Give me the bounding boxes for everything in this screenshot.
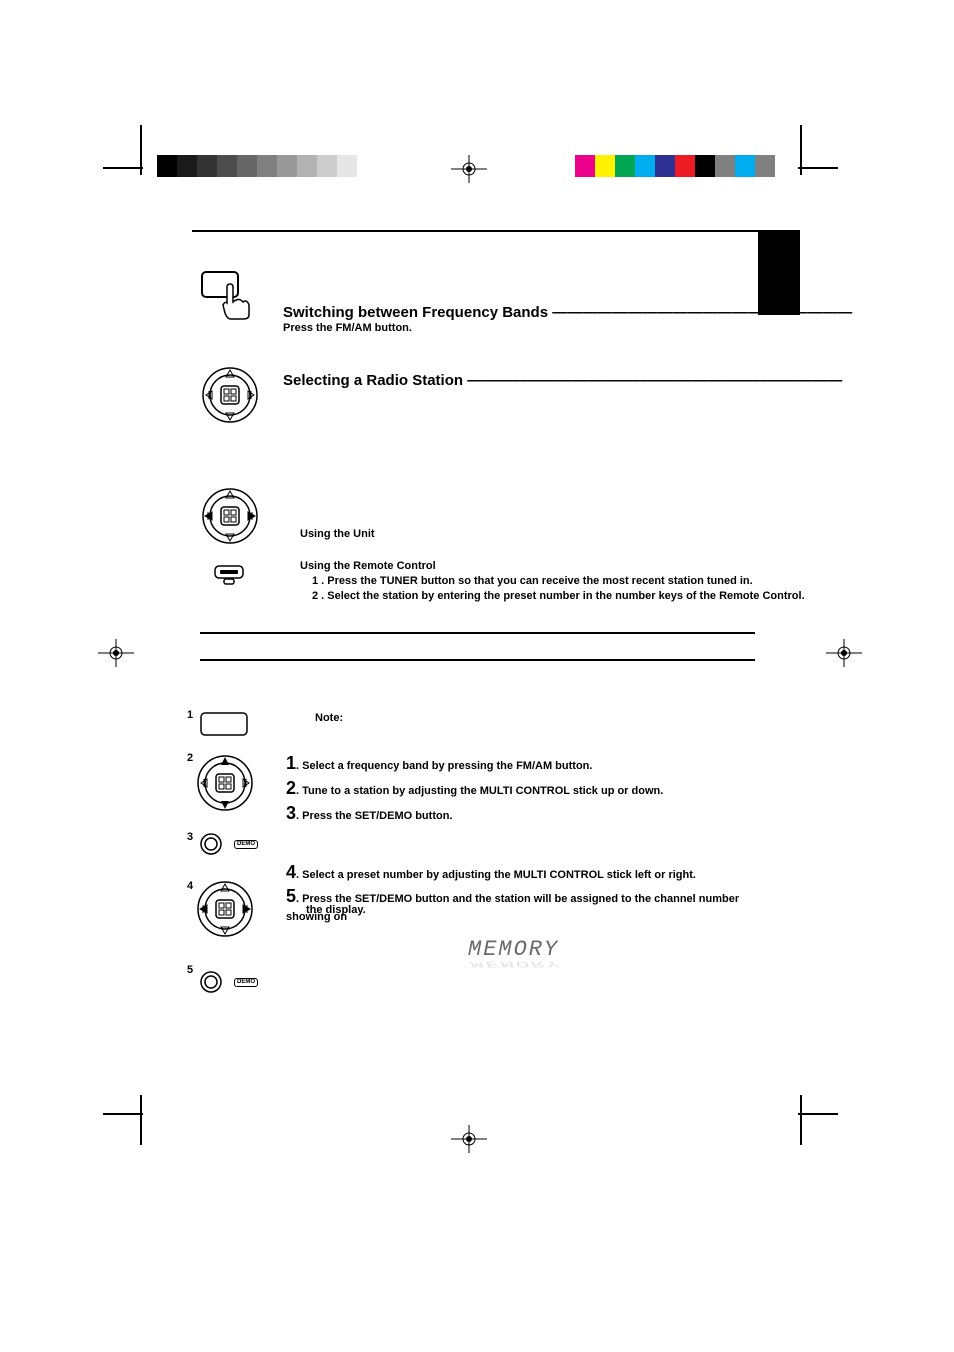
crop-mark xyxy=(800,1095,802,1145)
crop-mark xyxy=(798,1113,838,1115)
page: Switching between Frequency Bands ——————… xyxy=(0,0,954,1352)
step-number: 3 xyxy=(286,803,296,824)
step-number: 5 xyxy=(286,886,296,907)
demo-label: DEMO xyxy=(234,840,258,849)
step-text-continuation: the display. xyxy=(306,904,366,916)
step-item: 2. Tune to a station by adjusting the MU… xyxy=(286,778,663,799)
note-heading: Note: xyxy=(315,712,343,724)
multi-control-dial-icon xyxy=(201,366,259,429)
step-number: 2 xyxy=(286,778,296,799)
set-demo-button-icon: DEMO xyxy=(200,970,260,999)
page-tab xyxy=(758,230,800,315)
step-number-label: 1 xyxy=(187,709,193,721)
multi-control-dial-icon xyxy=(201,487,259,550)
button-press-icon xyxy=(197,267,255,327)
horizontal-rule xyxy=(192,230,758,232)
step-number-label: 4 xyxy=(187,880,193,892)
step-number: 4 xyxy=(286,862,296,883)
step-text: . Select a frequency band by pressing th… xyxy=(296,760,592,772)
heading-line: ———————————————————— xyxy=(548,304,852,321)
crop-mark xyxy=(798,167,838,169)
step-item: 1. Select a frequency band by pressing t… xyxy=(286,753,592,774)
button-icon xyxy=(199,711,249,744)
step-text: . Select a preset number by adjusting th… xyxy=(296,869,696,881)
instruction-text: 1 . Press the TUNER button so that you c… xyxy=(312,575,753,587)
heading-text: Switching between Frequency Bands xyxy=(283,304,548,321)
color-calibration-bar xyxy=(575,155,775,177)
registration-mark-icon xyxy=(826,639,862,672)
lcd-display-reflection: MEMORY xyxy=(470,959,561,969)
gray-calibration-bar xyxy=(157,155,357,177)
heading-line: ————————————————————————— xyxy=(463,372,842,389)
instruction-text: 2 . Select the station by entering the p… xyxy=(312,590,805,602)
section-heading: Switching between Frequency Bands ——————… xyxy=(283,304,852,321)
crop-mark xyxy=(103,1113,143,1115)
set-demo-button-icon: DEMO xyxy=(200,832,260,861)
step-text: . Tune to a station by adjusting the MUL… xyxy=(296,785,663,797)
step-item: 3. Press the SET/DEMO button. xyxy=(286,803,452,824)
crop-mark xyxy=(103,167,143,169)
step-text: . Press the SET/DEMO button. xyxy=(296,810,452,822)
multi-control-dial-icon xyxy=(196,880,254,943)
instruction-text: Press the FM/AM button. xyxy=(283,322,412,334)
heading-text: Selecting a Radio Station xyxy=(283,372,463,389)
registration-mark-icon xyxy=(98,639,134,672)
subsection-heading: Using the Unit xyxy=(300,528,375,540)
step-number: 1 xyxy=(286,753,296,774)
step-number-label: 5 xyxy=(187,964,193,976)
subsection-heading: Using the Remote Control xyxy=(300,560,436,572)
horizontal-rule xyxy=(200,632,755,634)
remote-control-icon xyxy=(214,565,244,590)
registration-mark-icon xyxy=(451,155,487,188)
step-item: 4. Select a preset number by adjusting t… xyxy=(286,862,696,883)
horizontal-rule xyxy=(200,659,755,661)
section-heading: Selecting a Radio Station ——————————————… xyxy=(283,372,842,389)
step-number-label: 2 xyxy=(187,752,193,764)
demo-label: DEMO xyxy=(234,978,258,987)
step-number-label: 3 xyxy=(187,831,193,843)
registration-mark-icon xyxy=(451,1125,487,1158)
crop-mark xyxy=(140,1095,142,1145)
multi-control-dial-icon xyxy=(196,754,254,817)
